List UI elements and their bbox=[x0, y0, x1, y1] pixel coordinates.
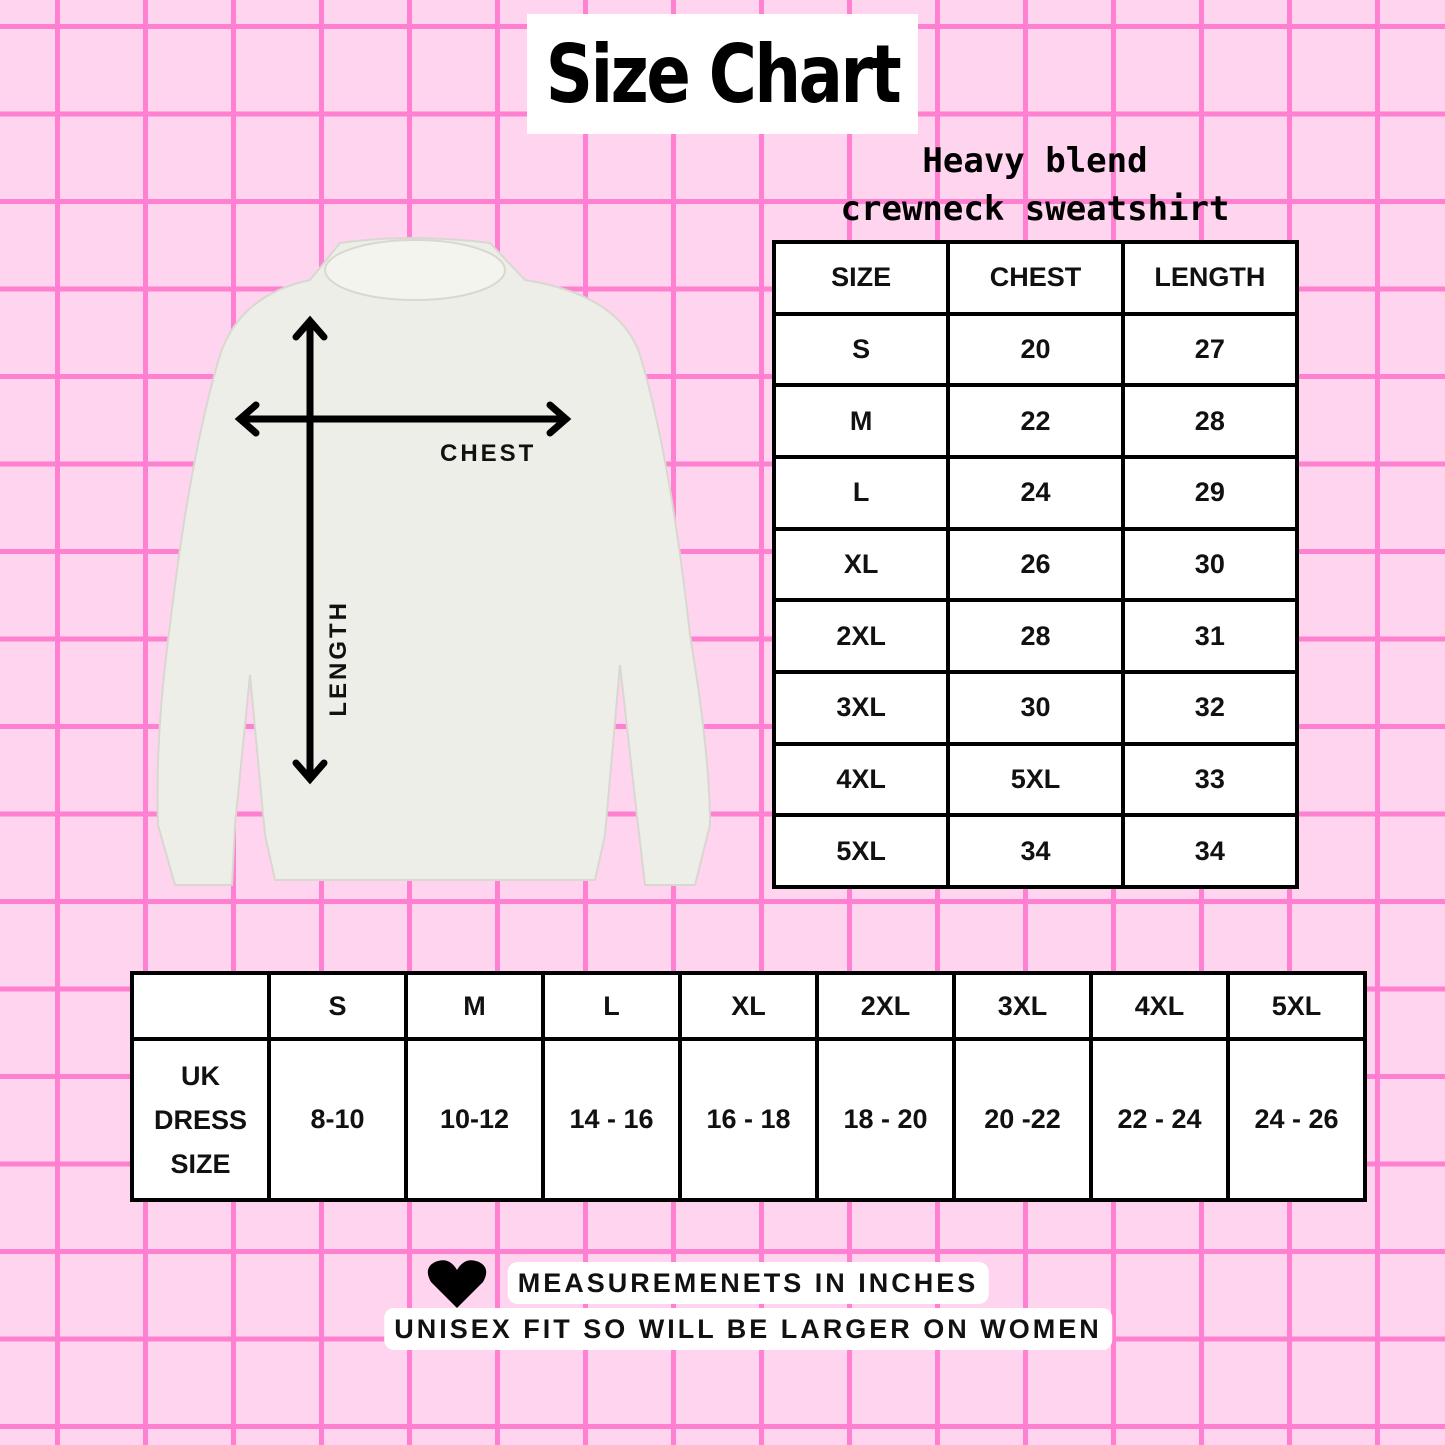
table-row: UK DRESS SIZE 8-10 10-12 14 - 16 16 - 18 18 … bbox=[130, 1037, 1367, 1202]
row-label-cell: UK DRESS SIZE bbox=[130, 1037, 271, 1202]
table-cell: 34 bbox=[946, 813, 1125, 889]
collar bbox=[324, 239, 506, 301]
table-row: XL 26 30 bbox=[771, 526, 1300, 603]
row-label-line: DRESS bbox=[153, 1104, 248, 1135]
header-cell: SIZE bbox=[771, 240, 951, 316]
row-label-line: UK bbox=[181, 1060, 220, 1091]
table-cell: 31 bbox=[1120, 598, 1300, 674]
table-cell: 30 bbox=[1120, 526, 1300, 603]
table-cell: 5XL bbox=[946, 741, 1125, 818]
measurements-table: SIZE CHEST LENGTH S 20 27 M 22 28 L 24 29 XL 26 30 2… bbox=[771, 240, 1300, 889]
table-header-row: SIZE CHEST LENGTH bbox=[771, 240, 1300, 316]
note-measurements: MEASUREMENETS IN INCHES bbox=[507, 1262, 989, 1304]
length-arrow bbox=[292, 315, 328, 785]
chest-label: CHEST bbox=[440, 440, 537, 467]
table-cell: 22 - 24 bbox=[1089, 1037, 1230, 1202]
header-cell: CHEST bbox=[946, 240, 1125, 316]
header-cell bbox=[130, 971, 271, 1041]
table-cell: 28 bbox=[1120, 383, 1300, 459]
header-cell: S bbox=[267, 971, 408, 1041]
table-cell: 29 bbox=[1120, 454, 1300, 531]
table-row: 2XL 28 31 bbox=[771, 598, 1300, 674]
table-cell: 3XL bbox=[771, 669, 951, 746]
header-cell: 2XL bbox=[815, 971, 956, 1041]
table-cell: 26 bbox=[946, 526, 1125, 603]
page-title: Size Chart bbox=[545, 27, 902, 121]
header-cell: LENGTH bbox=[1120, 240, 1300, 316]
table-cell: S bbox=[771, 311, 951, 388]
row-label-line: SIZE bbox=[170, 1148, 231, 1179]
table-cell: 34 bbox=[1120, 813, 1300, 889]
table-cell: 5XL bbox=[771, 813, 951, 889]
table-cell: 14 - 16 bbox=[541, 1037, 682, 1202]
note-unisex-fit: UNISEX FIT SO WILL BE LARGER ON WOMEN bbox=[384, 1308, 1112, 1350]
table-cell: 18 - 20 bbox=[815, 1037, 956, 1202]
title-box: Size Chart bbox=[527, 14, 918, 134]
table-cell: 24 - 26 bbox=[1226, 1037, 1367, 1202]
table-row: S 20 27 bbox=[771, 311, 1300, 388]
table-row: 5XL 34 34 bbox=[771, 813, 1300, 889]
table-cell: 4XL bbox=[771, 741, 951, 818]
table-cell: 33 bbox=[1120, 741, 1300, 818]
sweatshirt-illustration bbox=[156, 237, 712, 886]
table-cell: 32 bbox=[1120, 669, 1300, 746]
table-cell: 8-10 bbox=[267, 1037, 408, 1202]
chest-arrow bbox=[234, 401, 572, 437]
heart-icon bbox=[427, 1260, 487, 1308]
table-cell: 24 bbox=[946, 454, 1125, 531]
table-cell: 20 bbox=[946, 311, 1125, 388]
header-cell: M bbox=[404, 971, 545, 1041]
header-cell: 3XL bbox=[952, 971, 1093, 1041]
table-cell: XL bbox=[771, 526, 951, 603]
table-row: 3XL 30 32 bbox=[771, 669, 1300, 746]
subtitle-line-2: crewneck sweatshirt bbox=[840, 189, 1230, 229]
header-cell: XL bbox=[678, 971, 819, 1041]
sweatshirt-body bbox=[156, 237, 712, 886]
table-cell: 20 -22 bbox=[952, 1037, 1093, 1202]
uk-dress-size-table: S M L XL 2XL 3XL 4XL 5XL UK DRESS SIZE 8-10 10-1… bbox=[130, 971, 1367, 1202]
table-cell: 27 bbox=[1120, 311, 1300, 388]
table-row: 4XL 5XL 33 bbox=[771, 741, 1300, 818]
subtitle-line-1: Heavy blend bbox=[922, 141, 1148, 181]
table-cell: 28 bbox=[946, 598, 1125, 674]
header-cell: L bbox=[541, 971, 682, 1041]
table-row: L 24 29 bbox=[771, 454, 1300, 531]
length-label: LENGTH bbox=[325, 600, 352, 717]
table-header-row: S M L XL 2XL 3XL 4XL 5XL bbox=[130, 971, 1367, 1041]
table-cell: 22 bbox=[946, 383, 1125, 459]
table-cell: 2XL bbox=[771, 598, 951, 674]
header-cell: 5XL bbox=[1226, 971, 1367, 1041]
table-cell: 10-12 bbox=[404, 1037, 545, 1202]
table-row: M 22 28 bbox=[771, 383, 1300, 459]
table-cell: L bbox=[771, 454, 951, 531]
header-cell: 4XL bbox=[1089, 971, 1230, 1041]
table-cell: 30 bbox=[946, 669, 1125, 746]
table-cell: 16 - 18 bbox=[678, 1037, 819, 1202]
table-cell: M bbox=[771, 383, 951, 459]
